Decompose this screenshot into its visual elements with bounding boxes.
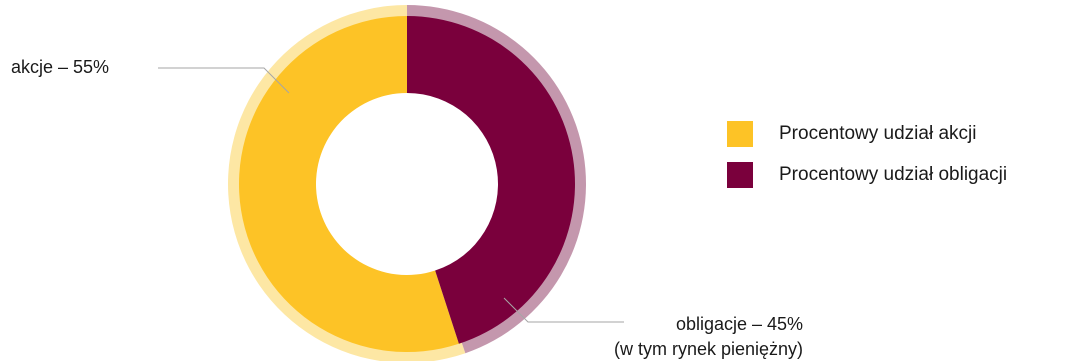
legend: Procentowy udział akcji Procentowy udzia…	[727, 120, 1007, 202]
slice-obligacje	[407, 16, 576, 344]
leader-line-akcje	[158, 67, 290, 94]
legend-item-obligacje: Procentowy udział obligacji	[727, 161, 1007, 189]
slice-label-akcje: akcje – 55%	[11, 57, 109, 78]
legend-swatch-akcje	[727, 121, 753, 147]
legend-label-akcje: Procentowy udział akcji	[779, 123, 977, 144]
slice-label-obligacje-line1: obligacje – 45%	[675, 314, 804, 334]
legend-item-akcje: Procentowy udział akcji	[727, 120, 1007, 148]
legend-swatch-obligacje	[727, 162, 753, 188]
slice-akcje	[239, 16, 459, 352]
slice-label-obligacje-line2: (w tym rynek pieniężny)	[614, 339, 804, 359]
slice-label-akcje-text: akcje – 55%	[11, 57, 110, 77]
slice-label-obligacje: obligacje – 45% (w tym rynek pieniężny)	[614, 312, 803, 362]
leader-line-obligacje	[503, 297, 624, 323]
legend-label-obligacje: Procentowy udział obligacji	[779, 164, 1008, 185]
